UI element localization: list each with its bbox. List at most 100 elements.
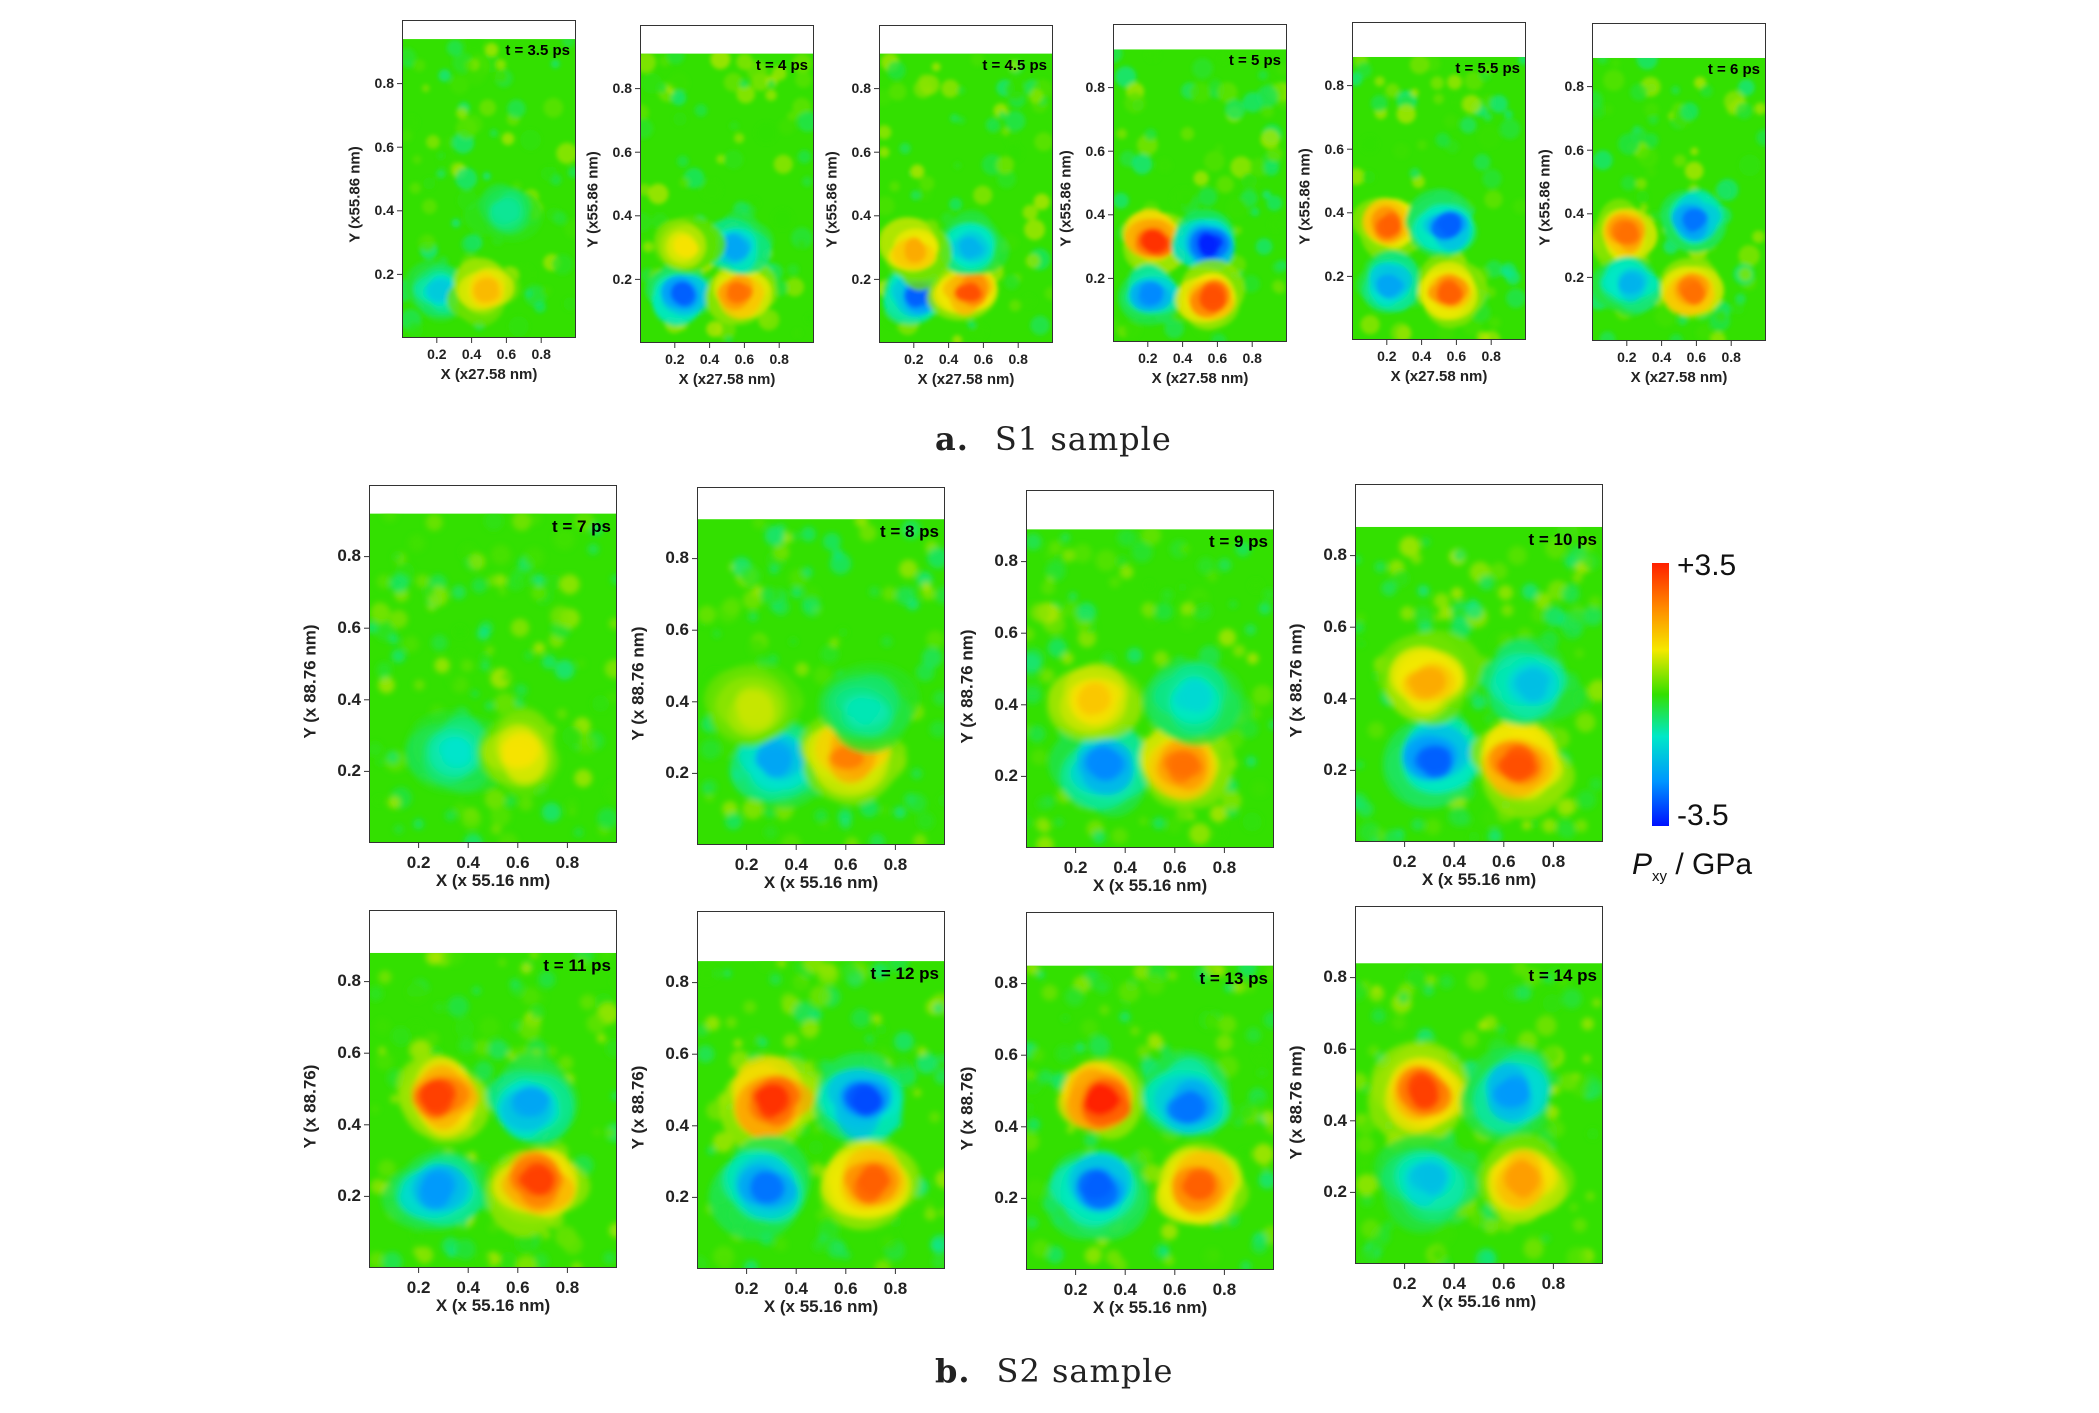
heatmap-plot xyxy=(1108,24,1287,347)
noise-blob xyxy=(1152,817,1165,830)
x-axis-label: X (x 55.16 nm) xyxy=(1421,1292,1537,1311)
noise-blob xyxy=(796,239,807,249)
noise-blob xyxy=(931,62,941,72)
noise-blob xyxy=(1444,114,1458,129)
noise-blob xyxy=(1620,175,1636,191)
noise-blob xyxy=(547,1046,558,1057)
noise-blob xyxy=(817,1219,840,1242)
noise-blob xyxy=(1028,725,1046,743)
noise-blob xyxy=(1026,1117,1041,1132)
noise-blob xyxy=(1133,965,1150,980)
noise-blob xyxy=(468,553,486,570)
x-tick-label: 0.6 xyxy=(1491,852,1516,871)
noise-blob xyxy=(1026,533,1042,551)
noise-blob xyxy=(1405,967,1426,988)
noise-blob xyxy=(1214,143,1224,153)
x-tick-label: 0.8 xyxy=(555,853,580,872)
noise-blob xyxy=(1005,132,1019,146)
noise-blob xyxy=(722,801,738,817)
noise-blob xyxy=(513,1231,536,1254)
noise-blob xyxy=(1469,1210,1487,1228)
noise-blob xyxy=(816,1209,828,1221)
noise-blob xyxy=(1026,1075,1043,1095)
noise-blob xyxy=(1243,980,1256,993)
noise-blob xyxy=(797,149,812,164)
stress-lobe xyxy=(1501,1075,1530,1100)
noise-blob xyxy=(795,662,809,677)
noise-blob xyxy=(1217,82,1238,103)
noise-blob xyxy=(392,551,403,562)
noise-blob xyxy=(938,1208,945,1217)
noise-blob xyxy=(748,198,760,209)
noise-blob xyxy=(1061,652,1074,665)
noise-blob xyxy=(1566,1246,1589,1264)
x-axis-label: X (x 55.16 nm) xyxy=(763,1297,879,1316)
noise-blob xyxy=(921,581,931,592)
heatmap-panel: t = 6 ps 0.2 0.4 0.6 0.8 0.2 0.4 0.6 0.8 X (x27.5… xyxy=(1537,23,1766,386)
panel-time-label: t = 10 ps xyxy=(1528,529,1597,549)
noise-blob xyxy=(509,978,521,989)
y-tick-label: 0.2 xyxy=(374,266,394,282)
heatmap-plot xyxy=(397,20,576,343)
noise-blob xyxy=(1096,981,1109,994)
y-tick-label: 0.8 xyxy=(665,972,689,992)
noise-blob xyxy=(1060,532,1071,543)
noise-blob xyxy=(1224,99,1246,120)
noise-blob xyxy=(1131,153,1153,175)
noise-blob xyxy=(1360,1158,1369,1168)
noise-blob xyxy=(1253,1143,1274,1165)
y-tick-label: 0.8 xyxy=(851,80,871,97)
y-axis-label: Y (x 88.76) xyxy=(628,1066,648,1150)
y-axis-label: Y (x55.86 nm) xyxy=(1296,148,1314,246)
noise-blob xyxy=(1752,230,1765,244)
noise-blob xyxy=(1460,1030,1479,1048)
noise-blob xyxy=(479,651,492,664)
noise-blob xyxy=(1581,1017,1594,1031)
y-tick-label: 0.2 xyxy=(1564,269,1584,285)
noise-blob xyxy=(464,39,484,51)
noise-blob xyxy=(1352,72,1363,86)
noise-blob xyxy=(1026,653,1042,675)
noise-blob xyxy=(1547,1120,1565,1138)
noise-blob xyxy=(402,635,420,653)
stress-lobe xyxy=(1201,288,1227,313)
noise-blob xyxy=(382,1251,403,1269)
y-axis-label: Y (x55.86 nm) xyxy=(823,151,841,249)
noise-blob xyxy=(1360,315,1380,335)
noise-blob xyxy=(413,818,424,830)
stress-lobe xyxy=(501,737,536,761)
noise-blob xyxy=(1430,76,1445,90)
noise-blob xyxy=(717,1255,733,1270)
noise-blob xyxy=(716,154,726,164)
y-tick-label: 0.6 xyxy=(665,620,689,639)
noise-blob xyxy=(573,827,584,838)
noise-blob xyxy=(1251,780,1269,797)
noise-blob xyxy=(512,513,532,531)
noise-blob xyxy=(1227,197,1248,218)
noise-blob xyxy=(893,1031,914,1052)
noise-blob xyxy=(1189,82,1211,104)
y-tick-label: 0.4 xyxy=(851,207,871,224)
noise-blob xyxy=(1034,132,1053,152)
noise-blob xyxy=(792,53,812,74)
noise-blob xyxy=(1459,116,1477,134)
noise-blob xyxy=(800,526,816,542)
panel-time-label: t = 5 ps xyxy=(1228,52,1281,70)
noise-blob xyxy=(510,618,530,638)
noise-blob xyxy=(1046,1245,1064,1264)
x-axis-label: X (x 55.16 nm) xyxy=(763,873,879,892)
noise-blob xyxy=(697,964,717,984)
noise-blob xyxy=(747,60,768,82)
noise-blob xyxy=(773,154,793,174)
noise-blob xyxy=(1272,261,1285,274)
y-tick-label: 0.2 xyxy=(994,1188,1018,1208)
y-tick-label: 0.6 xyxy=(994,623,1018,642)
noise-blob xyxy=(1218,53,1229,64)
noise-blob xyxy=(425,952,441,965)
noise-blob xyxy=(1178,583,1187,592)
noise-blob xyxy=(1092,830,1106,844)
noise-blob xyxy=(789,637,798,646)
noise-blob xyxy=(1165,817,1183,834)
x-tick-label: 0.8 xyxy=(531,346,551,362)
noise-blob xyxy=(501,132,515,146)
